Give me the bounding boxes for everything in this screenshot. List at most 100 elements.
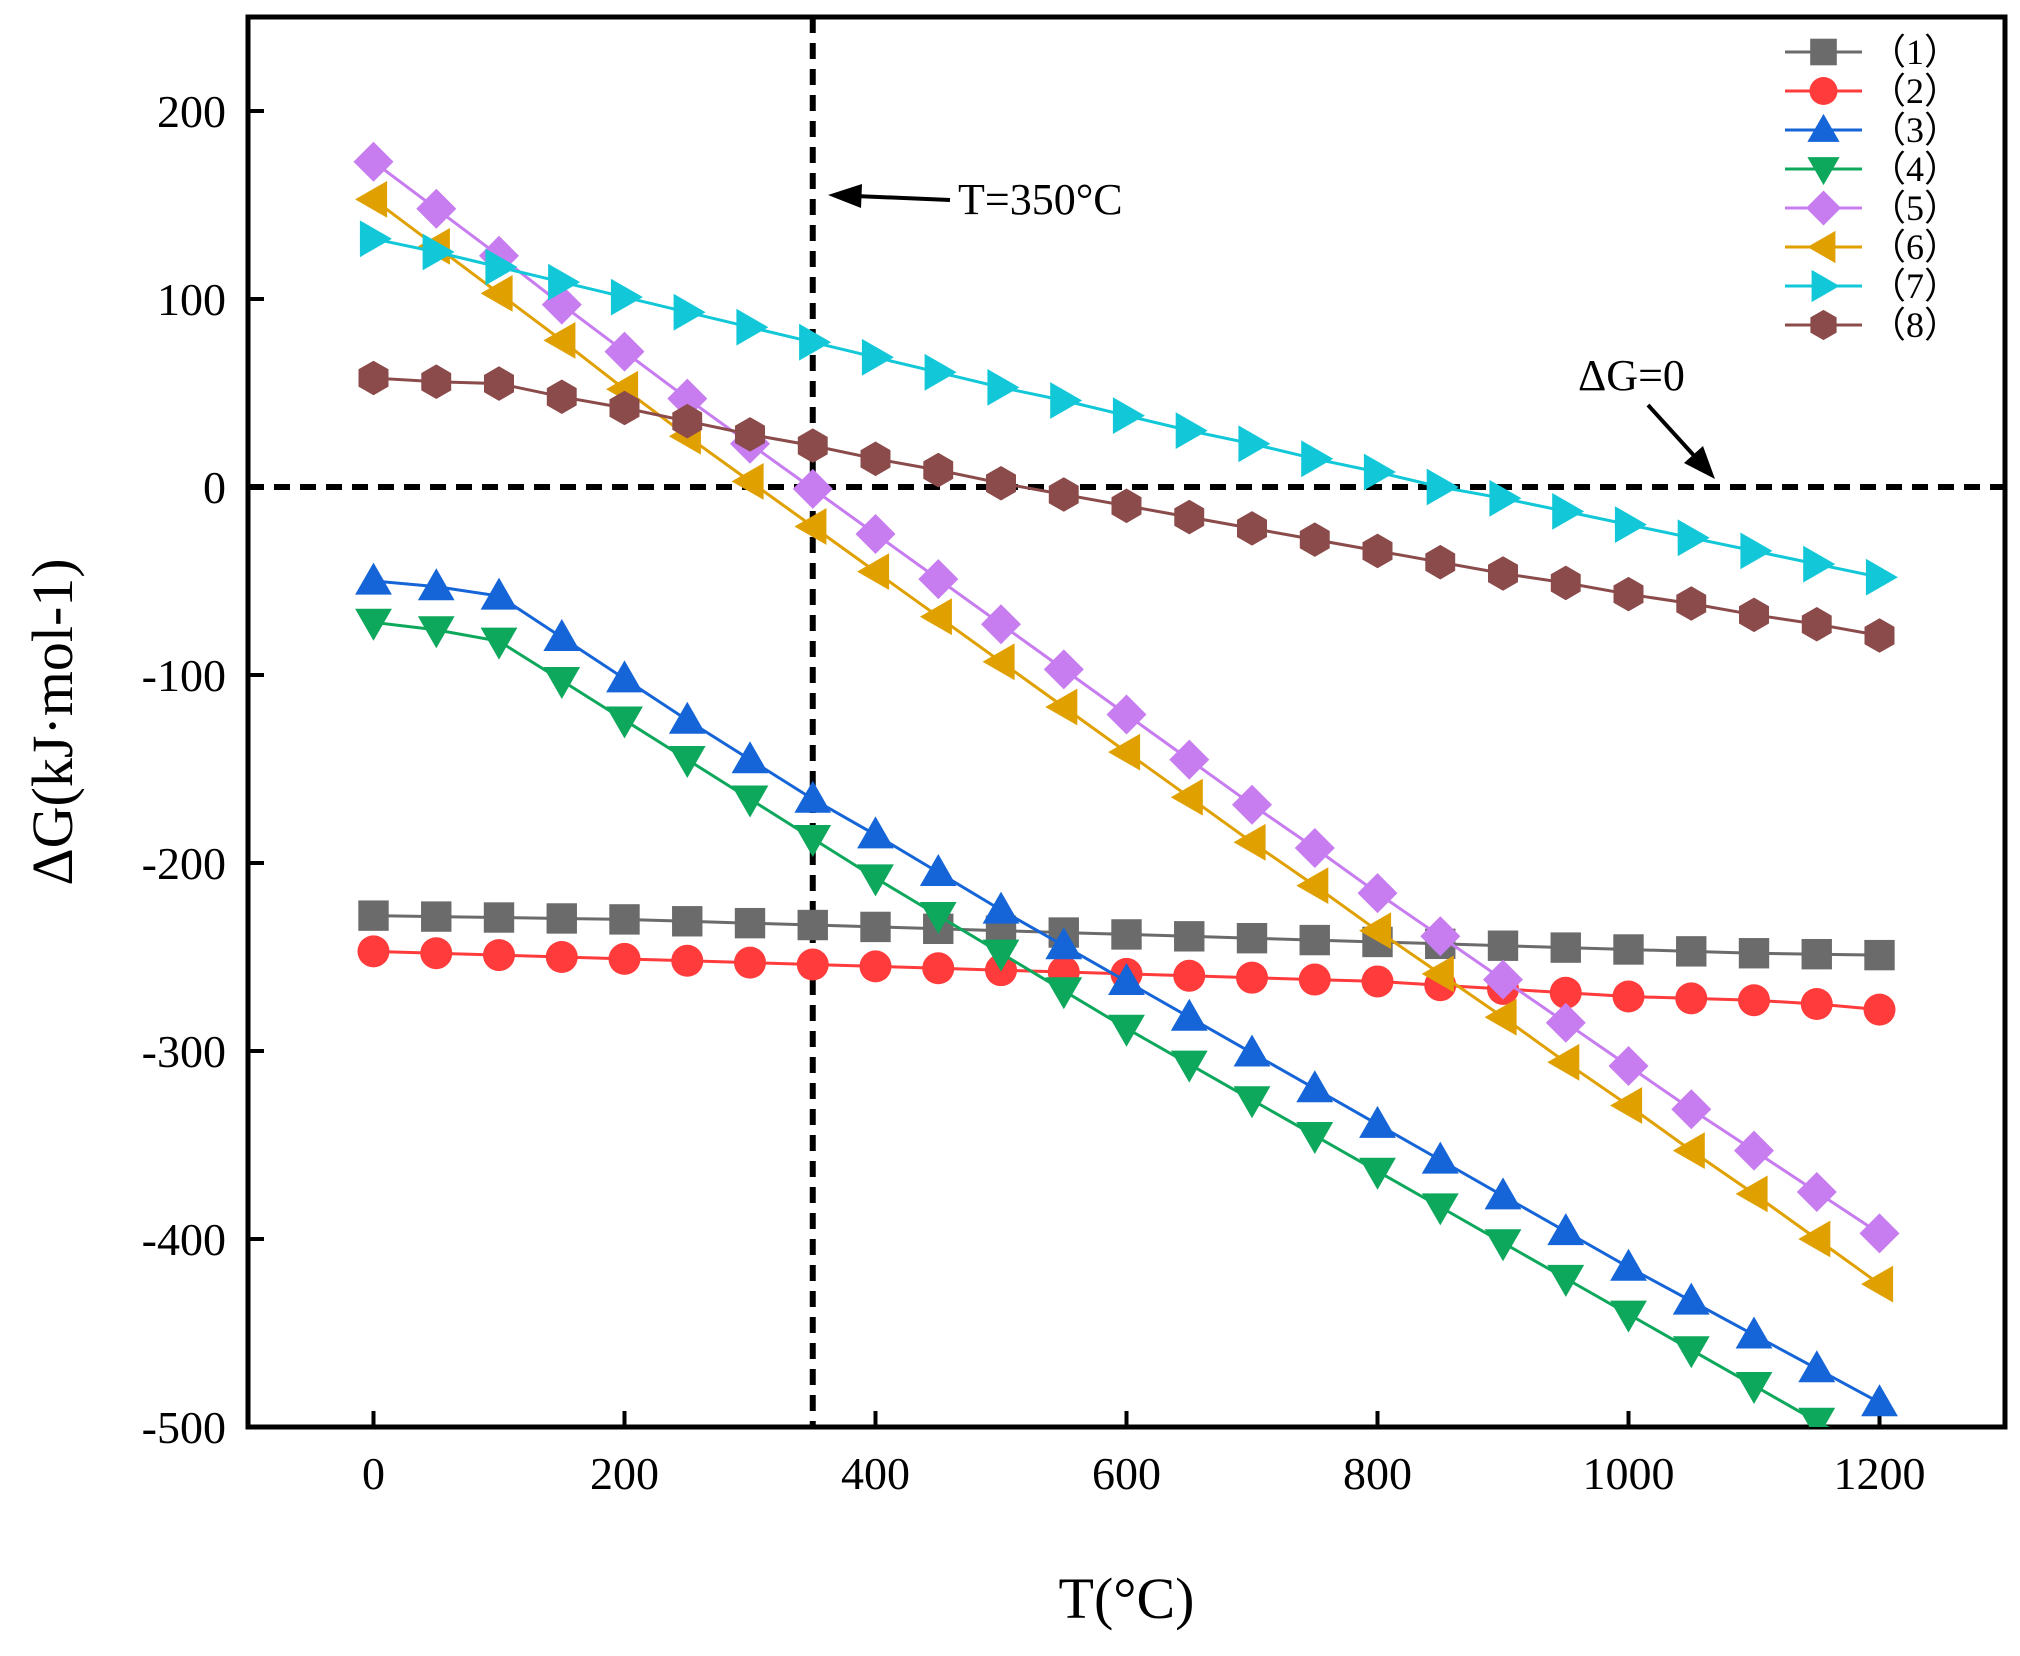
- data-point: [480, 275, 513, 312]
- data-point: [1362, 533, 1393, 569]
- data-point: [1301, 440, 1334, 478]
- annotation-t350-label: T=350°C: [958, 175, 1123, 224]
- data-point: [1861, 1265, 1894, 1303]
- data-point: [1545, 1002, 1586, 1043]
- data-point: [1610, 1248, 1647, 1281]
- data-point: [794, 508, 827, 545]
- data-point: [610, 278, 643, 316]
- data-point: [421, 901, 452, 932]
- data-point: [668, 701, 706, 734]
- data-point: [731, 463, 764, 500]
- data-point: [1426, 468, 1459, 506]
- data-point: [1800, 988, 1833, 1020]
- data-point: [919, 854, 957, 886]
- data-point: [355, 562, 392, 595]
- data-point: [736, 308, 769, 346]
- data-point: [1357, 873, 1398, 914]
- legend: （1）（2）（3）（4）（5）（6）（7）（8）: [1785, 32, 1960, 345]
- data-point: [1735, 1316, 1773, 1349]
- data-point: [358, 900, 389, 931]
- y-tick-label: -200: [142, 838, 226, 889]
- legend-marker: [1806, 190, 1841, 226]
- data-point: [1170, 998, 1208, 1031]
- data-point: [1488, 556, 1518, 591]
- x-tick-label: 1000: [1583, 1448, 1675, 1499]
- data-point: [1734, 1130, 1774, 1171]
- data-point: [545, 941, 578, 973]
- reference-lines: [248, 17, 2005, 1427]
- data-point: [483, 902, 515, 933]
- data-point: [919, 598, 952, 636]
- data-point: [1484, 1229, 1522, 1262]
- data-point: [1801, 938, 1832, 970]
- data-point: [1547, 1043, 1580, 1081]
- data-point: [353, 141, 394, 182]
- legend-label: （8）: [1870, 305, 1960, 345]
- data-point: [1735, 1372, 1773, 1404]
- data-point: [1798, 1220, 1831, 1258]
- data-point: [1798, 1350, 1836, 1383]
- data-point: [923, 452, 954, 488]
- data-point: [673, 293, 706, 331]
- x-tick-label: 400: [841, 1448, 910, 1499]
- annotation-dg0-arrow-head: [1684, 446, 1715, 479]
- data-point: [1238, 425, 1271, 463]
- data-point: [1299, 522, 1330, 557]
- y-tick-label: -500: [142, 1402, 226, 1453]
- data-point: [421, 364, 452, 399]
- data-point: [1111, 919, 1142, 950]
- y-tick-label: -300: [142, 1026, 226, 1077]
- data-point: [982, 939, 1020, 972]
- y-tick-label: -100: [142, 650, 226, 701]
- data-point: [1864, 939, 1895, 971]
- data-point: [1236, 923, 1268, 954]
- data-point: [1861, 1384, 1898, 1417]
- data-point: [1359, 1105, 1396, 1138]
- data-point: [1740, 532, 1773, 570]
- data-point: [1232, 784, 1272, 825]
- data-point: [1484, 998, 1517, 1036]
- data-point: [1294, 828, 1335, 868]
- legend-item: （6）: [1785, 227, 1960, 267]
- data-point: [1864, 618, 1895, 653]
- data-point: [1043, 649, 1084, 690]
- legend-item: （4）: [1785, 149, 1960, 189]
- data-point: [1425, 544, 1456, 580]
- data-point: [543, 322, 576, 359]
- data-point: [1483, 959, 1523, 1000]
- data-point: [1552, 493, 1585, 530]
- data-point: [1359, 912, 1392, 950]
- data-point: [668, 746, 706, 778]
- series-layer: [353, 141, 1900, 1427]
- data-point: [1676, 586, 1707, 621]
- data-point: [731, 785, 769, 818]
- x-tick-label: 1200: [1834, 1448, 1926, 1499]
- data-point: [420, 937, 453, 970]
- legend-label: （6）: [1870, 227, 1960, 267]
- data-point: [1487, 930, 1519, 961]
- data-point: [1233, 823, 1266, 861]
- data-point: [1106, 694, 1147, 735]
- data-point: [359, 220, 392, 258]
- data-point: [794, 780, 832, 813]
- series-7: [359, 220, 1898, 596]
- series-6: [355, 181, 1894, 1303]
- data-point: [1045, 927, 1083, 960]
- data-point: [1550, 565, 1581, 601]
- data-point: [1610, 1087, 1643, 1124]
- data-point: [1045, 977, 1083, 1010]
- data-point: [857, 864, 894, 897]
- data-point: [1675, 982, 1708, 1015]
- data-point: [734, 907, 766, 939]
- y-axis-title: ΔG(kJ·mol-1): [20, 558, 85, 885]
- data-point: [1489, 479, 1522, 517]
- data-point: [1233, 1086, 1271, 1119]
- data-point: [1045, 688, 1078, 726]
- data-point: [672, 403, 703, 439]
- data-point: [731, 741, 769, 774]
- legend-label: （4）: [1870, 149, 1960, 189]
- data-point: [1048, 477, 1079, 512]
- legend-item: （7）: [1785, 266, 1960, 306]
- data-point: [1108, 963, 1145, 995]
- data-point: [1174, 499, 1205, 535]
